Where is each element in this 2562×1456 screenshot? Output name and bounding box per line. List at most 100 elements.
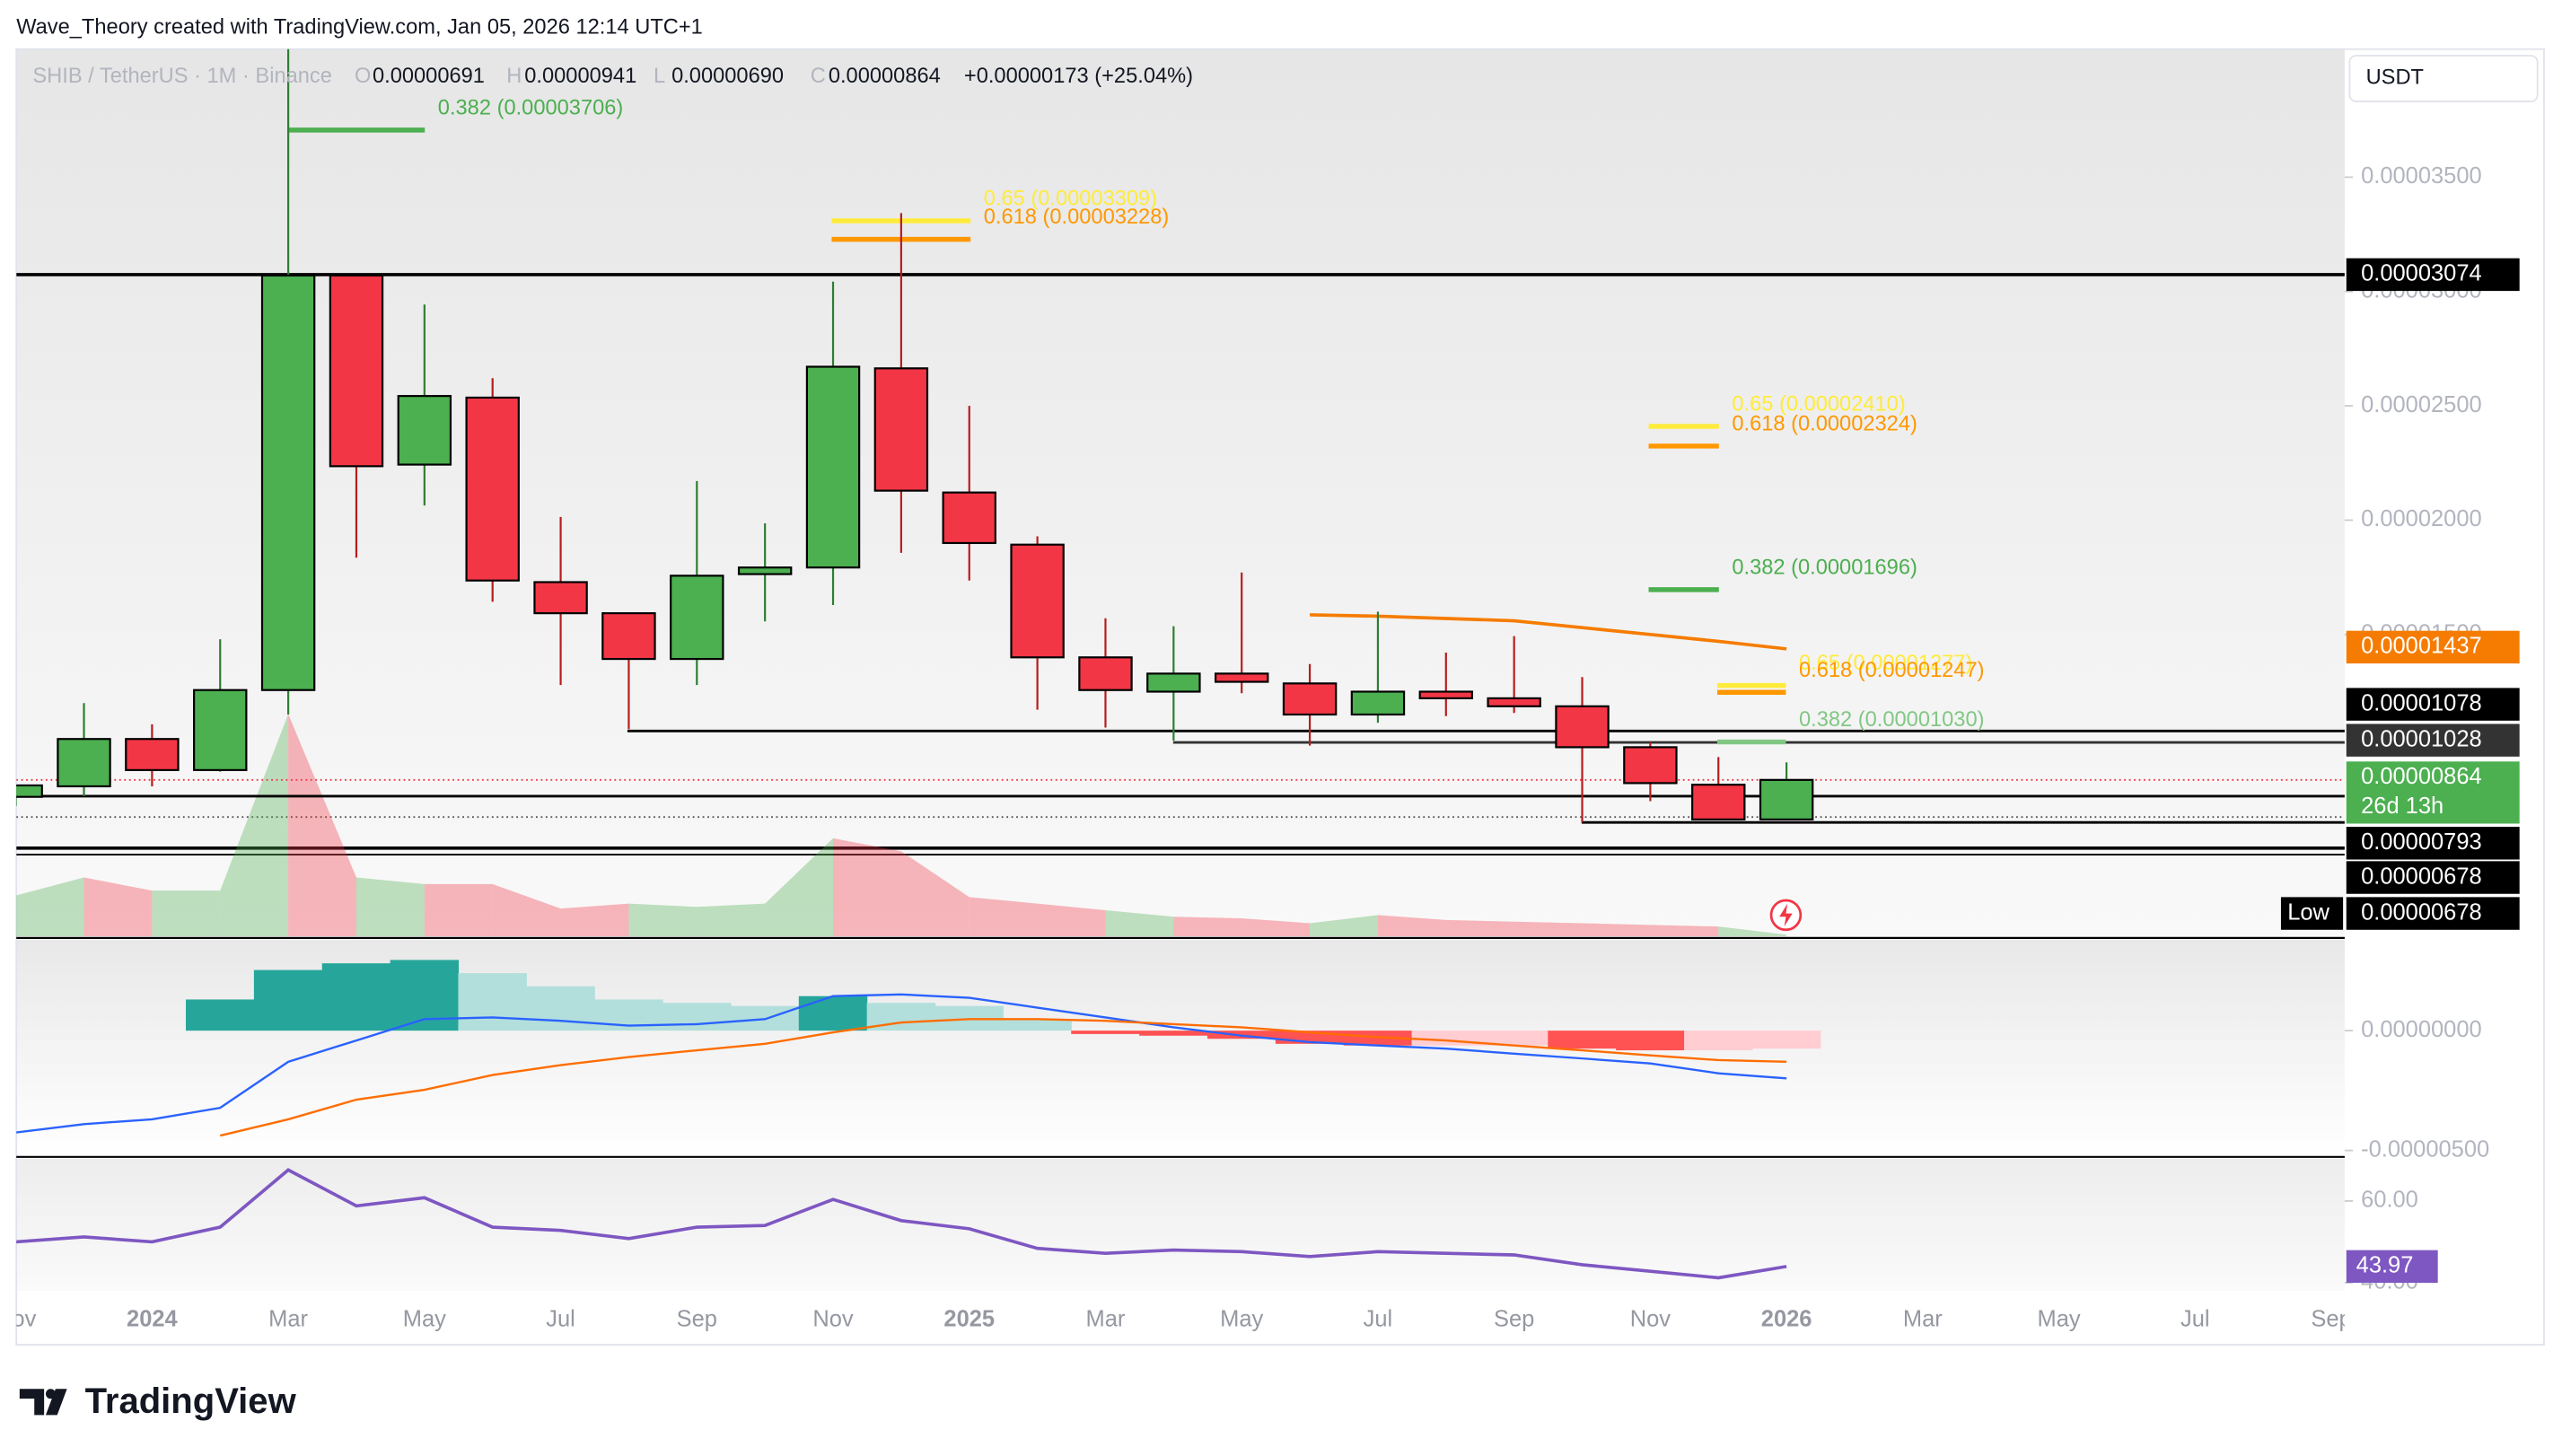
volume-area [765, 838, 834, 937]
macd-histogram-bar [1684, 1031, 1753, 1051]
x-tick-label: Sep [1494, 1307, 1534, 1332]
price-label-box [2346, 861, 2520, 894]
macd-histogram-bar [1616, 1031, 1685, 1051]
candle-body [1282, 682, 1338, 716]
rsi-layer [16, 1168, 1787, 1280]
macd-histogram-bar [186, 999, 255, 1031]
y-tick-label: 60.00 [2361, 1188, 2418, 1213]
tag-box [2280, 897, 2344, 930]
macd-histogram-bar [526, 986, 595, 1031]
price-label: 0.00003074 [2361, 261, 2482, 286]
candle-body [397, 395, 452, 466]
macd-histogram-bar [1479, 1031, 1549, 1046]
axis-layer: 0.000015000.000020000.000025000.00003000… [2280, 163, 2520, 1294]
candle-body [1010, 543, 1065, 659]
x-axis: Nov 2024 Mar May Jul Sep Nov 2025 Mar May Jul Sep No… [16, 1307, 2345, 1332]
macd-histogram-bar [662, 1003, 732, 1031]
price-label-box [2346, 761, 2520, 824]
price-label-box [2346, 827, 2520, 860]
fib-label: 0.65 (0.00003309) [984, 188, 1157, 211]
candle-body [533, 581, 588, 615]
x-tick-label: Mar [268, 1307, 308, 1332]
x-tick-label: Nov [812, 1307, 854, 1332]
fib-label: 0.618 (0.00003228) [984, 206, 1170, 229]
macd-histogram-bar [1071, 1031, 1140, 1034]
volume-area [355, 877, 425, 937]
currency-label: USDT [2366, 66, 2424, 90]
macd-histogram-bar [798, 996, 868, 1031]
fib-label: 0.618 (0.00001247) [1799, 659, 1985, 682]
volume-area [492, 883, 561, 937]
price-pane [16, 48, 2345, 937]
fib-label: 0.65 (0.00002410) [1732, 393, 1905, 417]
y-tick-label: 0.00003500 [2361, 163, 2482, 189]
volume-area [900, 851, 970, 937]
macd-histogram-bar [1548, 1031, 1617, 1049]
header-change: +0.00000173 (+25.04%) [964, 65, 1193, 88]
x-tick-label: Mar [1086, 1307, 1126, 1332]
volume-area [1242, 918, 1311, 937]
header-key: C [811, 65, 826, 88]
signal-line [219, 1018, 1787, 1137]
ma-line [1310, 613, 1787, 651]
fib-label: 0.618 (0.00002324) [1732, 413, 1917, 436]
price-label: 0.00000678 [2361, 899, 2482, 925]
rsi-line [16, 1168, 1787, 1280]
brand-logo [19, 1389, 67, 1416]
candle-body [1691, 784, 1746, 820]
candle-body [465, 396, 520, 582]
price-label: 0.00000678 [2361, 864, 2482, 889]
candle-body [1623, 746, 1678, 785]
tag-label: Low [2287, 899, 2329, 925]
candle-body [16, 784, 43, 798]
candle-body [1418, 690, 1474, 699]
candle-body [125, 738, 180, 771]
y-tick-label: 0.00002000 [2361, 506, 2482, 531]
volume-area [697, 903, 766, 937]
price-layer: 0.382 (0.00003706)0.65 (0.00003309)0.618… [16, 48, 2345, 937]
volume-area [152, 890, 221, 937]
candle-body [805, 365, 861, 569]
header-value: 0.00000941 [524, 65, 636, 88]
fib-label: 0.382 (0.00001696) [1732, 556, 1917, 579]
volume-area [83, 877, 153, 937]
x-tick-label: May [1220, 1307, 1263, 1332]
candle-body [260, 274, 316, 691]
candle-body [1146, 672, 1201, 693]
volume-area [1650, 925, 1719, 937]
y-tick-label: 0.00002500 [2361, 392, 2482, 417]
candle-body [873, 367, 929, 492]
watermark: Wave_Theory created with TradingView.com… [16, 15, 703, 39]
volume-area [1377, 915, 1446, 937]
header-key: L [654, 65, 665, 88]
volume-area [1582, 923, 1651, 937]
candle-body [1759, 778, 1814, 820]
x-tick-label: 2024 [127, 1307, 178, 1332]
volume-area [16, 877, 84, 937]
volume-area [628, 903, 698, 937]
volume-area [1310, 915, 1378, 937]
x-tick-label: 2025 [943, 1307, 995, 1332]
price-label-box [2346, 724, 2520, 757]
price-label: 0.00001078 [2361, 690, 2482, 715]
header-value: 0.00000690 [671, 65, 784, 88]
y-tick-label: 0.00000000 [2361, 1017, 2482, 1042]
rsi-value-box [2346, 1250, 2438, 1284]
volume-area [1105, 909, 1174, 937]
x-tick-label: 2026 [1761, 1307, 1812, 1332]
price-label-box [2346, 258, 2520, 292]
x-tick-label: May [2038, 1307, 2081, 1332]
currency-button[interactable] [2348, 55, 2539, 102]
countdown-label: 26d 13h [2361, 794, 2444, 819]
volume-area [969, 897, 1038, 937]
x-tick-label: Mar [1903, 1307, 1943, 1332]
fib-label: 0.65 (0.00001277) [1799, 652, 1972, 675]
volume-area [220, 714, 289, 937]
volume-area [833, 838, 901, 937]
header-key: H [506, 65, 522, 88]
candle-body [670, 575, 724, 661]
macd-histogram-bar [1751, 1031, 1821, 1049]
candle-body [1214, 672, 1269, 683]
volume-area [1445, 919, 1514, 937]
